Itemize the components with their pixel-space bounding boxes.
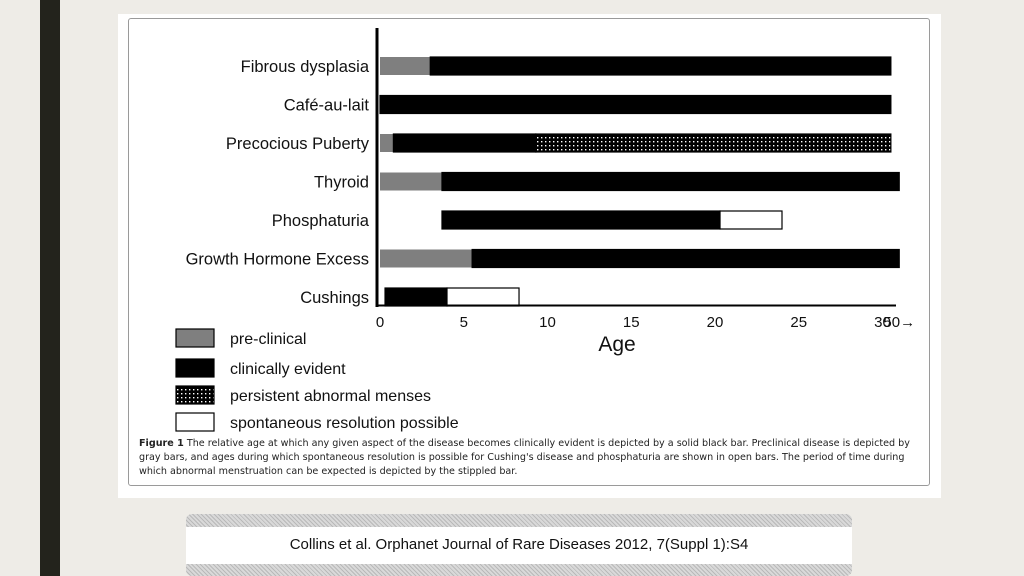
x-axis-title: Age — [598, 333, 635, 356]
bar-caf-au-lait-clinically-evident — [379, 94, 892, 115]
bar-thyroid-clinically-evident — [441, 171, 900, 192]
x-tick-label-30: 30 — [874, 314, 891, 331]
bar-thyroid-pre-clinical — [380, 172, 442, 191]
left-accent-stripe — [40, 0, 60, 576]
legend-swatch-spontaneous-resolution-possible — [175, 412, 215, 432]
bar-cushings-clinically-evident — [384, 287, 448, 307]
category-label-precocious-puberty: Precocious Puberty — [226, 135, 370, 153]
category-label-growth-hormone-excess: Growth Hormone Excess — [186, 251, 369, 269]
legend-label-pre-clinical: pre-clinical — [230, 331, 306, 348]
bar-precocious-puberty-pre-clinical — [380, 134, 394, 152]
citation-journal: Orphanet Journal of Rare Diseases — [371, 536, 615, 553]
citation-year: 2012 — [614, 536, 649, 553]
x-tick-label-20: 20 — [707, 314, 724, 331]
caption-text: The relative age at which any given aspe… — [139, 438, 910, 477]
legend-swatch-persistent-abnormal-menses — [175, 385, 215, 405]
caption-label: Figure 1 — [139, 438, 184, 449]
legend-swatch-pre-clinical — [175, 328, 215, 348]
bar-precocious-puberty-persistent-abnormal-menses — [535, 133, 892, 153]
bar-phosphaturia-spontaneous-resolution-possible — [719, 210, 783, 230]
bar-precocious-puberty-clinically-evident — [392, 133, 537, 153]
x-tick-label-5: 5 — [460, 314, 468, 331]
citation-authors: Collins et al. — [289, 536, 372, 553]
bar-fibrous-dysplasia-clinically-evident — [429, 56, 892, 76]
legend-label-persistent-abnormal-menses: persistent abnormal menses — [230, 388, 431, 405]
bar-phosphaturia-clinically-evident — [441, 210, 721, 230]
legend-label-spontaneous-resolution-possible: spontaneous resolution possible — [230, 415, 459, 432]
x-tick-label-25: 25 — [790, 314, 807, 331]
category-label-cushings: Cushings — [300, 289, 369, 307]
category-label-fibrous-dysplasia: Fibrous dysplasia — [241, 58, 370, 76]
x-tick-label-10: 10 — [539, 314, 556, 331]
bar-growth-hormone-excess-clinically-evident — [471, 248, 900, 269]
bar-growth-hormone-excess-pre-clinical — [380, 249, 473, 268]
legend-swatch-clinically-evident — [175, 358, 215, 378]
x-tick-label-15: 15 — [623, 314, 640, 331]
bar-cushings-spontaneous-resolution-possible — [446, 287, 520, 307]
citation: Collins et al. Orphanet Journal of Rare … — [186, 536, 852, 553]
legend-label-clinically-evident: clinically evident — [230, 361, 346, 378]
figure-caption: Figure 1 The relative age at which any g… — [139, 437, 929, 479]
x-tick-label-50: 50→ — [883, 314, 915, 331]
category-label-caf-au-lait: Café-au-lait — [284, 97, 370, 115]
category-label-thyroid: Thyroid — [314, 174, 369, 192]
category-label-phosphaturia: Phosphaturia — [272, 212, 370, 230]
citation-volume: , 7(Suppl 1):S4 — [648, 536, 749, 553]
citation-box — [186, 527, 852, 564]
x-tick-label-0: 0 — [376, 314, 384, 331]
bar-fibrous-dysplasia-pre-clinical — [380, 57, 431, 75]
